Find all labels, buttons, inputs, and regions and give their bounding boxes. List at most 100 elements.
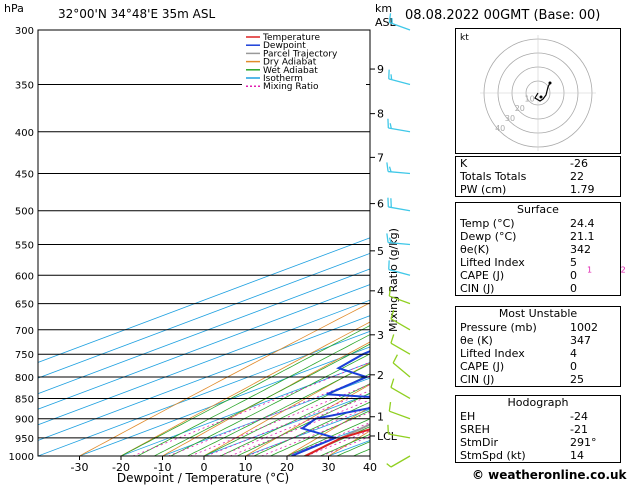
pressure-tick-label: 450 [15,169,34,180]
wind-barb-staff [388,127,411,133]
wind-barb-flag [388,166,392,172]
hodo-label: StmSpd (kt) [460,449,526,462]
parcel-trajectory-line [304,423,370,456]
pressure-tick-label: 800 [15,373,34,384]
pressure-tick-label: 700 [15,326,34,337]
mixing-ratio-line [306,429,370,456]
wet-adiabat-line [270,410,370,456]
isotherm-line [38,315,370,441]
index-row: Totals Totals 22 [456,170,620,183]
pressure-tick-label: 300 [15,26,34,37]
height-tick-label: LCL [377,430,398,443]
wind-barb [388,286,411,305]
hodograph-panel: kt 10 20 30 40 [455,28,621,154]
mixing-ratio-line [206,390,370,456]
dry-adiabat-line [162,341,370,456]
wind-barb-flag [386,233,389,243]
index-label: PW (cm) [460,183,507,196]
location-label: 32°00'N 34°48'E 35m ASL [58,7,215,21]
plot-frame [37,29,371,457]
mu-label: Pressure (mb) [460,321,537,334]
wet-adiabat-line [137,334,370,456]
surface-value: 5 [570,256,577,269]
surface-value: 0 [570,269,577,282]
wind-barb [390,378,411,400]
wind-barb-staff [389,295,411,305]
surface-value: 342 [570,243,591,256]
hodo-label: SREH [460,423,490,436]
mixing-ratio-line [190,383,370,456]
hodograph-ring-label: 40 [495,124,505,133]
mixing-ratio-label: 2 [621,265,626,274]
surface-label: CAPE (J) [460,269,505,282]
dry-adiabat-line [120,321,370,456]
mixing-ratio-line [230,399,370,456]
pressure-tick-label: 650 [15,300,34,311]
wind-barb-staff [390,342,411,355]
mu-value: 4 [570,347,577,360]
wind-barb [386,455,411,468]
wind-barb-flag [390,309,395,319]
surface-label: Temp (°C) [460,217,515,230]
hodograph-unit: kt [460,33,469,43]
wind-barb-flag [386,162,389,172]
mixing-ratio-line [247,406,370,456]
isotherm-line [38,284,370,410]
legend-entry: Temperature [262,33,320,43]
wind-barb [390,334,411,355]
wind-barb-flag [388,237,392,244]
wind-barb [388,13,411,31]
surface-value: 21.1 [570,230,595,243]
index-value: 1.79 [570,183,595,196]
index-label: Totals Totals [460,170,527,183]
wind-barb-staff [388,433,411,439]
wet-adiabat-line [203,373,370,456]
wet-adiabat-line [120,325,370,456]
pressure-tick-label: 1000 [9,452,34,463]
wind-barb-staff [389,410,411,420]
wind-barb [387,424,411,439]
wind-barb [388,69,411,86]
isotherm-line [162,377,370,456]
isotherm-line [79,346,370,456]
wet-adiabat-line [237,392,370,456]
wet-adiabat-line [170,353,370,456]
legend-entry: Isotherm [263,74,303,84]
wind-barb-flag [388,286,392,297]
hodograph-ring-label: 10 [525,94,535,103]
most-unstable-table: Most Unstable Pressure (mb) 1002 θe (K) 34… [455,306,621,387]
wind-barb [386,233,411,246]
wind-barb-staff [390,386,411,400]
pressure-tick-label: 950 [15,434,34,445]
index-label: K [460,157,468,170]
surface-label: θe(K) [460,243,490,256]
storm-motion-point [539,95,543,99]
pressure-tick-label: 900 [15,415,34,426]
isotherm-line [38,237,370,363]
indices-table: K -26 Totals Totals 22 PW (cm) 1.79 [455,156,621,197]
hodo-value: -24 [570,410,588,423]
height-tick-label: 9 [377,63,384,76]
index-row: K -26 [456,157,620,170]
height-tick-label: 7 [377,151,384,164]
isotherm-line [38,299,370,426]
index-value: -26 [570,157,588,170]
index-value: 22 [570,170,584,183]
surface-title: Surface [517,203,559,216]
hodo-label: EH [460,410,476,423]
pressure-tick-label: 400 [15,128,34,139]
temp-tick-label: 0 [201,461,208,474]
height-tick-label: 4 [377,285,384,298]
legend-entry: Mixing Ratio [263,82,319,92]
legend-entry: Dewpoint [263,41,306,51]
legend-background [242,31,366,91]
wind-barb-flag [388,13,392,23]
wind-barb [388,401,411,420]
index-row: PW (cm) 1.79 [456,183,620,196]
wind-barb-staff [388,206,411,212]
pressure-tick-label: 550 [15,240,34,251]
hodo-label: StmDir [460,436,499,449]
pressure-tick-label: 750 [15,350,34,361]
wind-barb-staff [392,362,411,378]
